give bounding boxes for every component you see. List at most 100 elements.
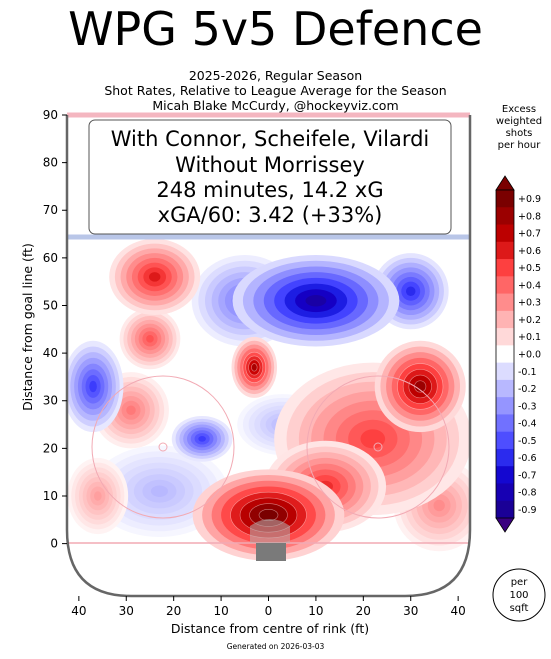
- colorbar-tick-label: -0.8: [518, 488, 537, 499]
- colorbar-swatch: [496, 483, 514, 502]
- heat-contour: [360, 429, 386, 449]
- annotation-line-3: 248 minutes, 14.2 xG: [156, 178, 383, 202]
- colorbar-tick-label: +0.0: [518, 350, 541, 361]
- left-faceoff-dot: [158, 442, 168, 452]
- colorbar-swatch: [496, 241, 514, 260]
- y-tick-label: 50: [43, 298, 58, 312]
- x-axis-ticks: 40 30 20 10 0 10 20 30 40: [71, 596, 466, 618]
- heat-contour: [126, 405, 136, 416]
- x-tick-label: 10: [213, 604, 228, 618]
- heat-contour: [433, 499, 445, 512]
- colorbar-tick-label: -0.5: [518, 436, 537, 447]
- colorbar-bottom-arrow: [495, 517, 515, 533]
- colorbar-tick-label: +0.3: [518, 298, 541, 309]
- heat-hotspot: [67, 457, 129, 535]
- colorbar-tick-label: -0.1: [518, 367, 537, 378]
- x-axis-label: Distance from centre of rink (ft): [171, 621, 369, 636]
- colorbar-tick-label: -0.6: [518, 453, 537, 464]
- right-faceoff-dot: [373, 442, 383, 452]
- colorbar-swatch: [496, 310, 514, 329]
- colorbar-swatch: [496, 293, 514, 312]
- annotation-frame: [88, 119, 452, 235]
- y-tick-label: 80: [43, 156, 58, 170]
- colorbar-tick-label: +0.7: [518, 229, 541, 240]
- heat-hotspot: [171, 415, 233, 462]
- colorbar-tick-label: +0.4: [518, 280, 541, 291]
- unit-badge-line-2: 100: [509, 590, 528, 601]
- colorbar-top-arrow: [495, 175, 515, 191]
- colorbar-label-line-3: shots: [506, 128, 533, 139]
- heat-contour: [251, 363, 258, 372]
- x-tick-label: 0: [265, 604, 273, 618]
- goal-crease: [250, 519, 290, 543]
- unit-badge-circle: [492, 568, 546, 622]
- colorbar-tick-label: +0.5: [518, 263, 541, 274]
- y-tick-label: 10: [43, 489, 58, 503]
- colorbar-frame: [495, 189, 515, 519]
- annotation-line-4: xGA/60: 3.42 (+33%): [158, 203, 383, 227]
- colorbar-swatches: +0.9 +0.8 +0.7 +0.6 +0.5 +0.4 +0.3 +0.2 +0.1 +0.0…: [495, 175, 541, 533]
- colorbar-swatch: [496, 414, 514, 433]
- colorbar-tick-label: +0.9: [518, 194, 541, 205]
- y-axis-label: Distance from goal line (ft): [20, 243, 35, 411]
- annotation-box: With Connor, Scheifele, Vilardi Without …: [88, 119, 452, 235]
- colorbar-swatch: [496, 207, 514, 226]
- colorbar-label-line-1: Excess: [502, 104, 536, 115]
- x-tick-label: 40: [71, 604, 86, 618]
- heat-hotspot: [109, 238, 201, 316]
- colorbar-tick-label: +0.2: [518, 315, 541, 326]
- colorbar-tick-label: +0.1: [518, 332, 541, 343]
- annotation-line-2: Without Morrissey: [175, 153, 365, 177]
- x-tick-label: 10: [308, 604, 323, 618]
- colorbar-swatch: [496, 448, 514, 467]
- x-tick-label: 20: [166, 604, 181, 618]
- y-tick-label: 90: [43, 108, 58, 122]
- heat-contour: [150, 485, 168, 497]
- heatmap-contours: [67, 238, 470, 561]
- colorbar-tick-label: -0.9: [518, 505, 537, 516]
- chart-subtitle-line-2: Shot Rates, Relative to League Average f…: [104, 83, 447, 98]
- colorbar-swatch: [496, 397, 514, 415]
- left-faceoff-circle: [91, 375, 235, 519]
- colorbar-swatch: [496, 379, 514, 398]
- colorbar-tick-label: -0.3: [518, 401, 537, 412]
- y-tick-label: 70: [43, 203, 58, 217]
- x-tick-label: 30: [403, 604, 418, 618]
- unit-badge-line-3: sqft: [510, 603, 529, 614]
- colorbar-swatch: [496, 362, 514, 381]
- colorbar-tick-label: +0.6: [518, 246, 541, 257]
- colorbar-swatch: [496, 328, 514, 346]
- heat-contour: [89, 380, 97, 393]
- heat-contour: [198, 435, 206, 442]
- colorbar: Excess weighted shots per hour +0.9+0.8+…: [495, 104, 542, 533]
- heat-contour: [146, 335, 154, 343]
- unit-badge-line-1: per: [511, 577, 529, 588]
- y-tick-label: 0: [50, 537, 58, 551]
- y-tick-label: 30: [43, 394, 58, 408]
- x-tick-label: 20: [356, 604, 371, 618]
- chart-subtitle-line-1: 2025-2026, Regular Season: [188, 68, 363, 83]
- colorbar-tick-label: -0.7: [518, 470, 537, 481]
- heat-hotspot: [67, 340, 124, 433]
- y-axis-ticks: 0 10 20 30 40 50 60 70 80 90: [43, 108, 67, 551]
- chart-title: WPG 5v5 Defence: [68, 2, 483, 56]
- right-faceoff-circle: [306, 375, 450, 519]
- heat-hotspot: [231, 336, 278, 398]
- colorbar-swatch: [496, 259, 514, 277]
- colorbar-swatch: [496, 190, 514, 208]
- colorbar-tick-label: +0.8: [518, 211, 541, 222]
- heat-contour: [305, 295, 327, 307]
- colorbar-label-line-2: weighted: [496, 116, 542, 127]
- y-tick-label: 60: [43, 251, 58, 265]
- colorbar-tick-label: -0.4: [518, 419, 537, 430]
- colorbar-swatch: [496, 345, 514, 364]
- colorbar-tick-label: -0.2: [518, 384, 537, 395]
- chart-subtitle-line-3: Micah Blake McCurdy, @hockeyviz.com: [152, 98, 399, 113]
- annotation-line-1: With Connor, Scheifele, Vilardi: [111, 127, 430, 151]
- heat-hotspot: [393, 459, 470, 552]
- x-tick-label: 30: [119, 604, 134, 618]
- heat-contour: [405, 286, 416, 296]
- heat-hotspot: [374, 340, 466, 433]
- heat-contour: [94, 491, 102, 501]
